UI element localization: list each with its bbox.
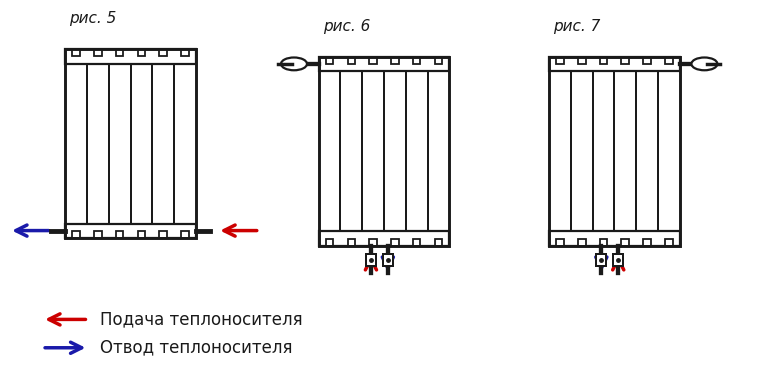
Bar <box>72 49 80 56</box>
Bar <box>391 239 399 246</box>
Bar <box>94 231 101 238</box>
Bar <box>72 231 80 238</box>
Bar <box>65 49 196 64</box>
Circle shape <box>691 57 717 70</box>
Bar <box>94 49 101 56</box>
Bar <box>644 57 650 64</box>
Bar <box>578 57 585 64</box>
Bar <box>319 57 449 246</box>
Bar <box>181 49 189 56</box>
Bar <box>181 231 189 238</box>
Bar <box>549 57 680 71</box>
Bar <box>319 57 449 246</box>
Bar <box>549 57 680 246</box>
Bar <box>621 239 629 246</box>
Text: рис. 5: рис. 5 <box>69 11 117 26</box>
Text: Отвод теплоносителя: Отвод теплоносителя <box>100 339 293 357</box>
Bar <box>600 57 607 64</box>
Bar <box>382 254 392 266</box>
Bar <box>348 57 355 64</box>
Bar <box>665 57 673 64</box>
Bar <box>597 254 607 266</box>
Bar <box>65 49 196 238</box>
Bar <box>644 239 650 246</box>
Bar <box>65 49 196 238</box>
Bar <box>621 57 629 64</box>
Bar <box>600 239 607 246</box>
Bar <box>549 57 680 246</box>
Bar <box>613 254 624 266</box>
Text: рис. 6: рис. 6 <box>323 19 370 34</box>
Circle shape <box>281 57 307 70</box>
Bar <box>366 254 376 266</box>
Bar <box>435 57 442 64</box>
Bar <box>578 239 585 246</box>
Bar <box>160 231 167 238</box>
Bar <box>556 239 564 246</box>
Bar <box>556 57 564 64</box>
Bar <box>413 57 420 64</box>
Bar <box>319 231 449 246</box>
Bar <box>160 49 167 56</box>
Bar <box>549 231 680 246</box>
Bar <box>326 57 333 64</box>
Bar <box>391 57 399 64</box>
Bar <box>116 231 124 238</box>
Bar <box>435 239 442 246</box>
Bar <box>413 239 420 246</box>
Bar <box>319 57 449 71</box>
Text: рис. 7: рис. 7 <box>553 19 601 34</box>
Bar <box>137 231 145 238</box>
Bar <box>65 224 196 238</box>
Bar <box>665 239 673 246</box>
Bar <box>326 239 333 246</box>
Bar <box>369 239 377 246</box>
Bar <box>348 239 355 246</box>
Bar <box>369 57 377 64</box>
Bar <box>137 49 145 56</box>
Text: Подача теплоносителя: Подача теплоносителя <box>100 310 303 328</box>
Bar <box>116 49 124 56</box>
